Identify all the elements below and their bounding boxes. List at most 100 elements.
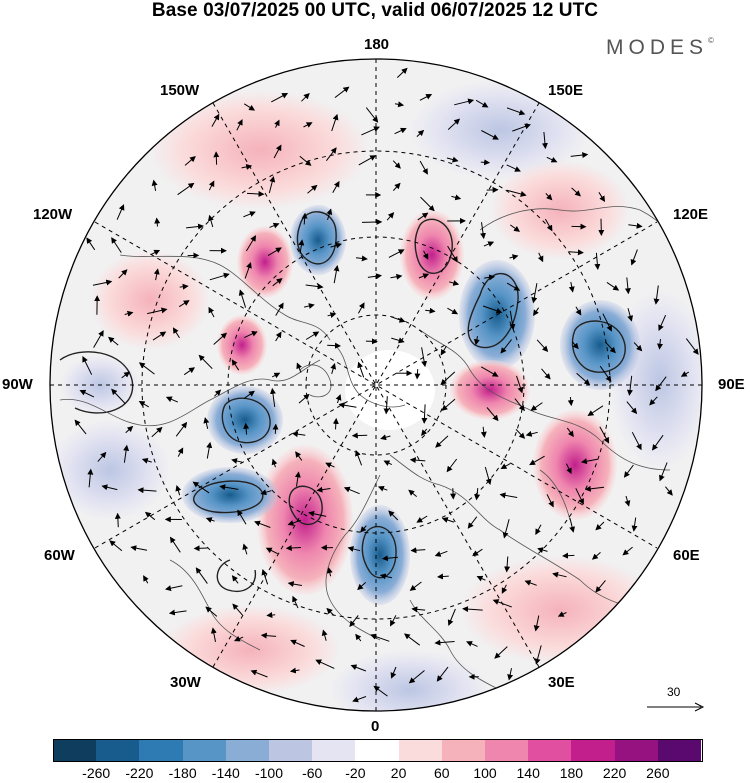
colorbar-tick-label: -220: [125, 765, 154, 781]
colorbar-cell: [571, 739, 616, 762]
wind-vector: [509, 254, 519, 261]
wind-vector: [390, 666, 397, 679]
wind-vector: [541, 368, 551, 380]
wind-vector: [587, 405, 604, 417]
wind-vector: [624, 277, 631, 295]
wind-vector: [525, 430, 538, 437]
wind-vector: [111, 237, 122, 253]
wind-vector: [266, 612, 276, 618]
wind-vector: [175, 421, 188, 437]
colorbar-frame: [53, 739, 703, 762]
contour-lines: [59, 211, 626, 592]
blue-anomaly-4: [207, 386, 283, 454]
wind-vector: [186, 223, 204, 230]
wind-vector: [504, 556, 511, 573]
wind-vector: [500, 339, 512, 354]
wind-vector: [383, 396, 390, 415]
wind-vector: [111, 388, 126, 404]
wind-vector: [441, 517, 455, 523]
wind-vector: [269, 387, 276, 407]
lon-label-90w: 90W: [2, 376, 33, 393]
wind-vector: [114, 512, 121, 528]
lon-label-90e: 90E: [718, 376, 745, 393]
wind-vector: [93, 330, 104, 348]
wind-vector: [631, 431, 642, 451]
wind-vector: [308, 510, 327, 517]
wind-vector: [210, 627, 217, 642]
colorbar-tick-label: 20: [390, 765, 407, 781]
wind-vector: [380, 434, 391, 441]
wind-vector: [326, 567, 333, 577]
wind-vector: [150, 249, 161, 256]
wind-vector: [285, 545, 302, 552]
colorbar-tick-label: 60: [434, 765, 450, 781]
wind-vector: [169, 536, 181, 553]
wind-vector: [214, 389, 222, 397]
wind-vector: [425, 307, 436, 314]
wind-vector: [474, 488, 481, 501]
wind-vector: [260, 632, 277, 639]
wind-vector: [254, 520, 271, 528]
wind-vector: [416, 515, 428, 523]
wind-vector: [295, 451, 303, 461]
wind-vector: [298, 239, 305, 254]
wind-vector: [332, 180, 340, 194]
wind-vector: [327, 342, 341, 349]
colorbar-tick-label: 180: [559, 765, 584, 781]
wind-vector: [213, 332, 228, 345]
wind-vector: [141, 457, 152, 464]
wind-vector: [652, 434, 664, 451]
wind-vector: [303, 303, 315, 309]
wind-vector: [118, 269, 128, 279]
wind-vector: [269, 222, 280, 229]
wind-vector: [330, 363, 337, 375]
wind-vector: [409, 457, 426, 464]
wind-vector: [151, 179, 158, 191]
wind-vector: [419, 160, 428, 175]
lon-label-180: 180: [364, 36, 390, 53]
wind-vector: [165, 396, 178, 403]
colorbar-cell: [182, 739, 227, 762]
wind-vector: [109, 540, 123, 552]
wind-vector: [441, 398, 456, 411]
wind-vector: [390, 273, 403, 280]
colorbar: [53, 739, 703, 762]
wind-vector: [379, 573, 393, 580]
wind-vector: [82, 356, 93, 375]
wind-vector: [184, 156, 196, 166]
wind-vector: [447, 307, 459, 315]
wind-vector: [287, 581, 302, 588]
wind-vector: [305, 331, 320, 340]
wind-vector: [165, 585, 183, 592]
wind-vector: [446, 458, 458, 473]
wind-vector: [347, 546, 361, 552]
wind-vector: [244, 262, 252, 279]
wind-vector: [386, 212, 395, 221]
wind-vector: [271, 372, 281, 379]
wind-vector: [480, 426, 487, 438]
colorbar-tick-label: -260: [82, 765, 111, 781]
wind-vector: [108, 336, 119, 346]
wind-vector: [482, 305, 503, 314]
wind-vector: [595, 521, 605, 531]
wind-vector: [568, 249, 584, 256]
colorbar-tick-label: -180: [168, 765, 197, 781]
wind-vector: [565, 463, 572, 475]
wind-vector: [178, 300, 190, 308]
wind-vector: [261, 568, 269, 585]
wind-vector: [484, 466, 492, 485]
wind-vector: [315, 659, 335, 669]
wind-vector: [500, 463, 511, 469]
wind-vector: [476, 575, 486, 582]
wind-vector: [665, 486, 673, 496]
wind-vector: [604, 341, 616, 354]
wind-vector: [421, 347, 428, 368]
wind-vector: [238, 289, 247, 308]
wind-vector: [326, 208, 333, 221]
wind-vector: [243, 390, 255, 399]
wind-vector: [537, 547, 548, 553]
wind-vector: [506, 282, 521, 291]
wind-vector: [494, 646, 508, 659]
wind-vector: [250, 669, 268, 678]
